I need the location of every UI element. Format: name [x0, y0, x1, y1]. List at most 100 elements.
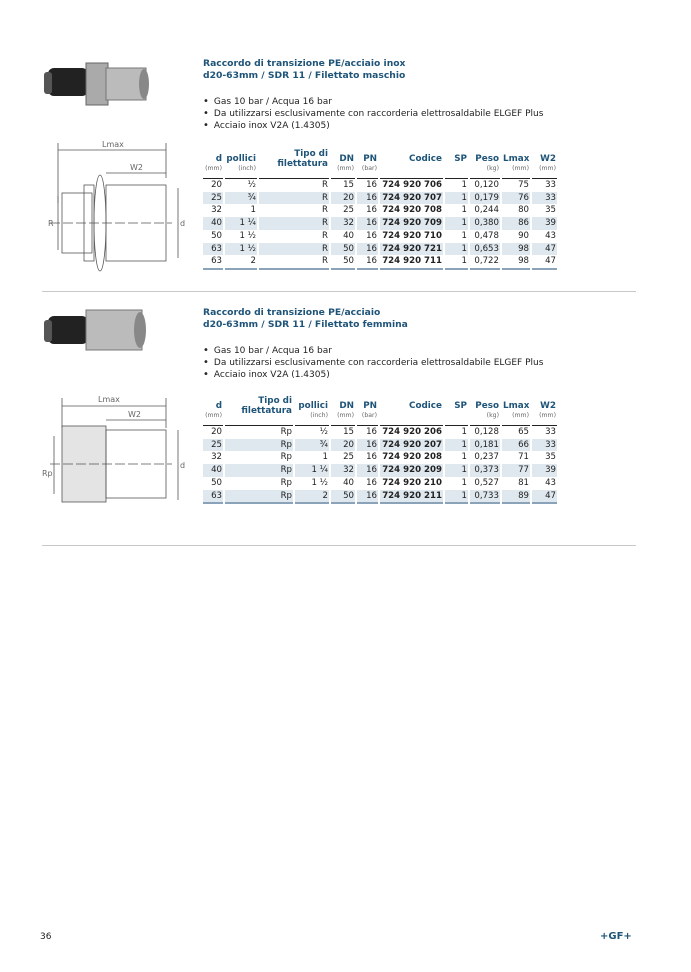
product-code: 724 920 208 [382, 452, 442, 463]
table-cell: 20 [331, 438, 355, 452]
product-code: 724 920 708 [382, 205, 442, 216]
column-header: SP. [445, 149, 468, 179]
table-cell: 1 [445, 242, 468, 256]
column-unit: (kg) [486, 165, 499, 172]
table-cell: 16 [357, 489, 378, 505]
table-cell: 40 [343, 230, 354, 241]
thread-label: R [48, 219, 54, 228]
table-cell: 66 [502, 438, 530, 452]
table-cell: Rp [225, 489, 293, 505]
column-header: Peso (kg) [470, 149, 500, 179]
technical-drawing [50, 398, 179, 503]
table-row: 63 Rp 2 50 16 724 920 211 1 0,733 89 47 [203, 489, 557, 505]
table-row: 32 Rp 1 25 16 724 920 208 1 0,237 71 35 [203, 451, 557, 464]
divider [42, 545, 636, 546]
table-cell: 15 [343, 427, 354, 437]
column-header: Codice. [380, 149, 443, 179]
table-cell: 47 [532, 242, 557, 256]
table-cell: 40 [203, 217, 223, 230]
column-label: PN [363, 401, 377, 411]
feature-item: Acciaio inox V2A (1.4305) [203, 120, 559, 132]
feature-item: Acciaio inox V2A (1.4305) [203, 369, 559, 381]
table-cell: 25 [343, 452, 354, 463]
table-cell: 35 [545, 452, 556, 463]
table-cell: 1 [461, 180, 467, 190]
table-row: 25 Rp ¾ 20 16 724 920 207 1 0,181 66 33 [203, 438, 557, 452]
table-cell: 0,237 [474, 452, 499, 463]
table-cell: 0,527 [474, 477, 499, 488]
column-unit: (bar) [361, 165, 377, 172]
column-header: W2 (mm) [532, 149, 557, 179]
table-cell: 1 [461, 477, 467, 488]
table-cell: 16 [366, 230, 377, 241]
product-code: 724 920 210 [382, 477, 442, 488]
title-line-1: Raccordo di transizione PE/acciaio [203, 307, 381, 318]
technical-drawing [50, 143, 179, 272]
product-table: d(mm)pollici(inch)Tipo di filettatura.DN… [201, 149, 559, 270]
table-cell: 32 [211, 452, 222, 463]
table-row: 63 1 ½ R 50 16 724 920 721 1 0,653 98 47 [203, 242, 557, 256]
column-header: pollici (inch) [225, 149, 257, 179]
table-cell: 1 [445, 217, 468, 230]
table-cell: 63 [203, 255, 223, 270]
column-label: pollici [226, 154, 256, 164]
product-code: 724 920 707 [380, 191, 443, 205]
table-cell: 43 [545, 477, 556, 488]
column-label: d [215, 401, 222, 411]
product-code: 724 920 207 [380, 438, 443, 452]
table-cell: 43 [545, 230, 556, 241]
table-cell: 39 [532, 217, 557, 230]
table-cell: 1 [461, 230, 467, 241]
title-line-2: d20-63mm / SDR 11 / Filettato femmina [203, 319, 408, 330]
column-unit: (bar) [361, 412, 377, 419]
table-cell: 98 [502, 242, 530, 256]
table-cell: 1 [461, 427, 467, 437]
table-cell: Rp [280, 427, 292, 437]
w2-label: W2 [130, 163, 143, 172]
column-header: d (mm) [203, 149, 223, 179]
feature-item: Da utilizzarsi esclusivamente con raccor… [203, 108, 559, 120]
table-cell: 16 [366, 452, 377, 463]
product-photo [44, 62, 149, 106]
w2-label: W2 [128, 410, 141, 419]
table-cell: 71 [518, 452, 529, 463]
column-label: W2 [540, 401, 556, 411]
table-cell: 33 [545, 180, 556, 190]
table-cell: 16 [357, 464, 378, 477]
table-row: 63 2 R 50 16 724 920 711 1 0,722 98 47 [203, 255, 557, 270]
section-title: Raccordo di transizione PE/acciaio inox … [203, 58, 559, 82]
gf-logo: +GF+ [600, 931, 632, 942]
product-code: 724 920 706 [382, 180, 442, 190]
column-header: Lmax (mm) [502, 396, 530, 426]
product-code: 724 920 710 [382, 230, 442, 241]
table-cell: 75 [518, 180, 529, 190]
product-code: 724 920 211 [380, 489, 443, 505]
column-unit: (mm) [337, 165, 354, 172]
table-cell: 35 [545, 205, 556, 216]
column-label: Codice [409, 401, 442, 411]
table-cell: 1 [445, 489, 468, 505]
column-header: Tipo di filettatura. [259, 149, 329, 179]
table-cell: 1 [445, 438, 468, 452]
product-code: 724 920 209 [380, 464, 443, 477]
column-header: Peso (kg) [470, 396, 500, 426]
table-cell: 0,244 [474, 205, 499, 216]
lmax-label: Lmax [102, 140, 124, 149]
column-label: Tipo di filettatura [241, 396, 292, 416]
feature-item: Gas 10 bar / Acqua 16 bar [203, 345, 559, 357]
table-cell: ½ [247, 180, 256, 190]
table-cell: 25 [203, 191, 223, 205]
table-cell: R [259, 191, 329, 205]
table-cell: 16 [357, 242, 378, 256]
table-cell: 2 [225, 255, 257, 270]
table-cell: 0,478 [474, 230, 499, 241]
table-cell: 15 [343, 180, 354, 190]
table-cell: 50 [211, 477, 222, 488]
table-cell: ½ [319, 427, 328, 437]
table-cell: Rp [280, 477, 292, 488]
table-cell: 0,380 [470, 217, 500, 230]
table-cell: ¾ [225, 191, 257, 205]
column-unit: (mm) [205, 165, 222, 172]
column-header: PN (bar) [357, 149, 378, 179]
table-row: 20 ½ R 15 16 724 920 706 1 0,120 75 33 [203, 179, 557, 192]
